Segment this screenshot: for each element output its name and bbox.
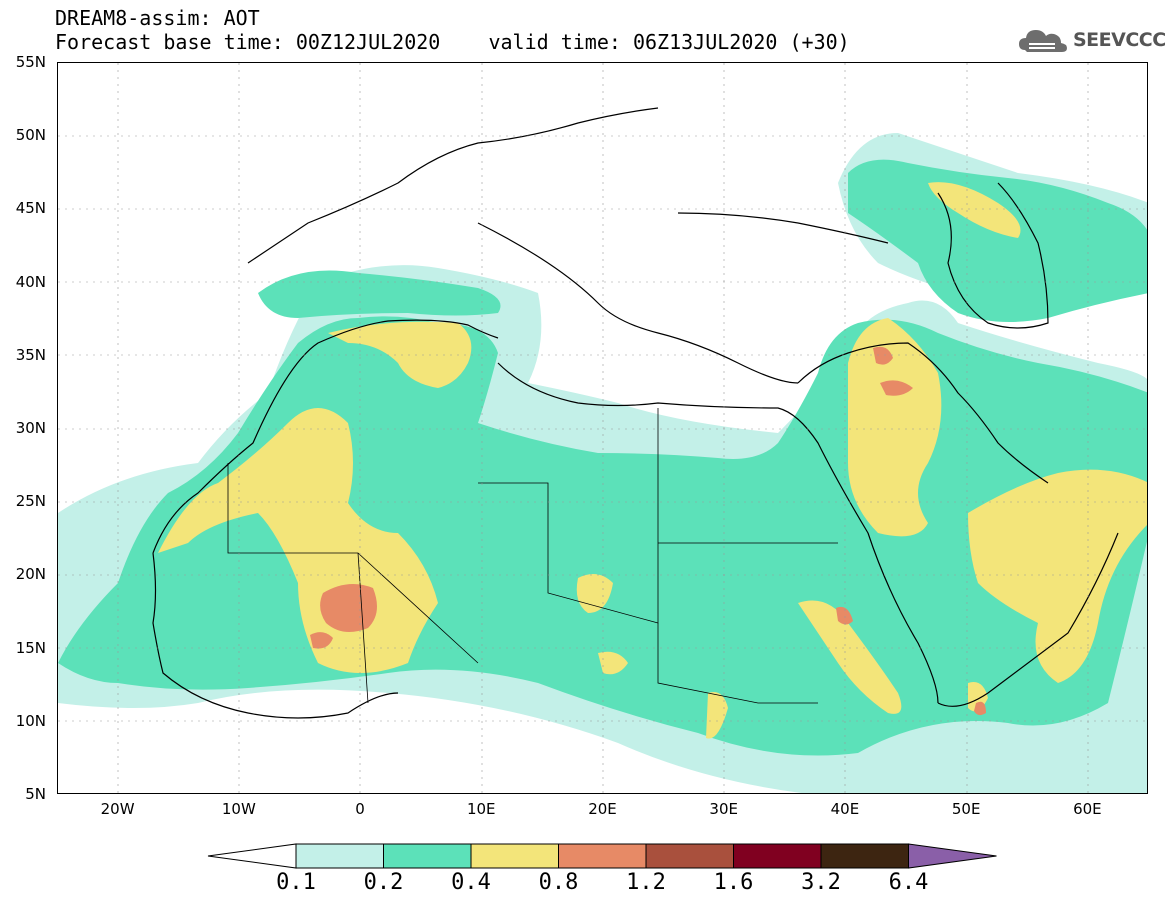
lat-label: 5N xyxy=(25,785,46,803)
colorbar-label: 0.1 xyxy=(276,870,316,895)
colorbar-segment xyxy=(820,843,909,869)
colorbar-segment xyxy=(470,843,559,869)
colorbar-segment xyxy=(733,843,822,869)
logo-text: SEEVCCC xyxy=(1073,29,1165,51)
lon-label: 0 xyxy=(355,800,365,818)
cloud-icon xyxy=(1019,30,1067,52)
lon-label: 60E xyxy=(1073,800,1102,818)
colorbar-segment xyxy=(295,843,384,869)
coastlines xyxy=(152,107,1119,719)
lat-label: 20N xyxy=(15,565,46,584)
lon-label: 10E xyxy=(466,800,496,818)
colorbar-over-arrow xyxy=(908,843,997,869)
lon-label: 10W xyxy=(221,800,256,818)
aot-map xyxy=(58,63,1147,793)
colorbar-label: 1.2 xyxy=(626,870,666,895)
colorbar-segment xyxy=(558,843,647,869)
forecast-time-line: Forecast base time: 00Z12JUL2020 valid t… xyxy=(55,30,850,54)
country-borders xyxy=(227,408,838,704)
aot-layer-0-8 xyxy=(310,346,986,716)
colorbar-label: 6.4 xyxy=(888,870,929,895)
lat-label: 50N xyxy=(15,126,46,145)
lat-label: 45N xyxy=(15,199,46,218)
lon-label: 20W xyxy=(100,800,135,818)
lat-label: 55N xyxy=(15,53,46,71)
lon-label: 50E xyxy=(951,800,981,818)
lat-label: 10N xyxy=(15,711,46,730)
map-title: DREAM8-assim: AOT xyxy=(55,6,260,30)
colorbar-label: 1.6 xyxy=(713,870,754,895)
map-area[interactable] xyxy=(57,62,1148,794)
seevccc-logo: SEEVCCC xyxy=(1017,22,1165,56)
colorbar-under-arrow xyxy=(207,843,297,869)
colorbar-label: 0.8 xyxy=(538,870,579,895)
colorbar-segment xyxy=(645,843,734,869)
lat-label: 25N xyxy=(15,492,46,511)
lat-label: 30N xyxy=(15,419,46,437)
lon-label: 20E xyxy=(588,800,617,818)
aot-layer-0-4 xyxy=(158,182,1147,739)
graticule xyxy=(58,63,1147,793)
lat-label: 35N xyxy=(15,345,46,364)
lon-label: 30E xyxy=(709,800,738,818)
colorbar-label: 3.2 xyxy=(801,870,841,895)
lon-label: 40E xyxy=(830,800,860,818)
lat-label: 40N xyxy=(15,272,46,291)
colorbar-segment xyxy=(383,843,472,869)
lat-label: 15N xyxy=(15,638,46,657)
colorbar-label: 0.2 xyxy=(363,870,404,895)
colorbar-label: 0.4 xyxy=(451,870,491,895)
